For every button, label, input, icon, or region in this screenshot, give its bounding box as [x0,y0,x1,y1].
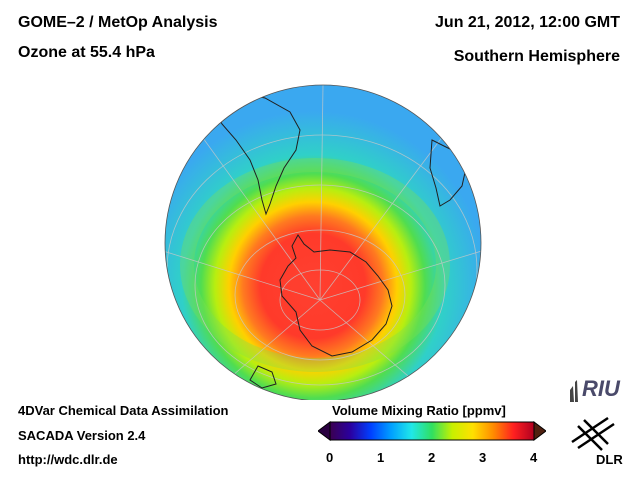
riu-logo: RIU [570,376,621,402]
colorbar-low-arrow [318,421,331,441]
svg-text:DLR: DLR [596,452,623,467]
colorbar-tick-label: 4 [530,450,538,465]
date-label: Jun 21, 2012, 12:00 GMT [435,14,620,31]
title-line-2: Ozone at 55.4 hPa [18,44,155,61]
colorbar-ramp [329,421,535,441]
dlr-logo: DLR [571,416,623,467]
footer-line-2: SACADA Version 2.4 [18,428,146,443]
colorbar-tick-label: 2 [428,450,436,465]
colorbar-tick-label: 1 [377,450,385,465]
australia-coastline [249,365,277,389]
antarctica-coastline [279,234,393,357]
colorbar-tick-label: 0 [326,450,334,465]
svg-text:RIU: RIU [582,376,621,401]
colorbar [318,421,546,441]
footer-line-1: 4DVar Chemical Data Assimilation [18,403,229,418]
title-line-1: GOME–2 / MetOp Analysis [18,14,218,31]
colorbar-tick-label: 3 [479,450,487,465]
colorbar-title: Volume Mixing Ratio [ppmv] [332,403,506,418]
colorbar-high-arrow [533,421,546,441]
footer-url[interactable]: http://wdc.dlr.de [18,452,118,467]
region-label: Southern Hemisphere [453,48,620,65]
ozone-globe-map [164,84,482,400]
